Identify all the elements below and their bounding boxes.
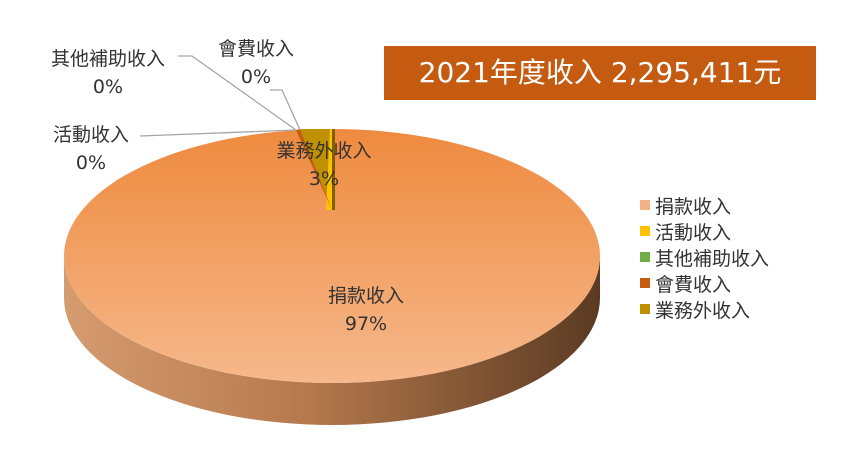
legend-swatch	[640, 278, 650, 288]
slice-捐款收入	[64, 129, 600, 383]
label-其他補助收入-value: 0%	[93, 76, 123, 98]
legend-item: 會費收入	[640, 270, 769, 296]
legend-label: 會費收入	[655, 273, 732, 296]
legend-item: 捐款收入	[640, 192, 769, 218]
label-活動收入-name: 活動收入	[53, 124, 129, 146]
leader-line-活動收入	[139, 129, 297, 137]
legend-item: 活動收入	[640, 218, 769, 244]
leader-line-會費收入	[270, 89, 301, 131]
legend-swatch	[640, 226, 650, 236]
legend-label: 捐款收入	[655, 195, 732, 218]
legend-swatch	[640, 200, 650, 210]
legend-item: 業務外收入	[640, 296, 769, 322]
label-捐款收入-value: 97%	[345, 313, 387, 335]
legend-swatch	[640, 252, 650, 262]
label-會費收入-name: 會費收入	[218, 38, 294, 60]
leader-line-其他補助收入	[178, 55, 297, 131]
legend-label: 其他補助收入	[655, 247, 770, 270]
slice-會費收入	[296, 129, 332, 210]
legend-label: 業務外收入	[655, 299, 751, 322]
label-會費收入-value: 0%	[241, 66, 271, 88]
label-業務外收入-name: 業務外收入	[276, 140, 371, 162]
label-活動收入-value: 0%	[76, 152, 106, 174]
legend-label: 活動收入	[655, 221, 732, 244]
slice-活動收入	[326, 129, 332, 210]
label-捐款收入-name: 捐款收入	[328, 285, 404, 307]
label-其他補助收入-name: 其他補助收入	[51, 48, 165, 70]
slice-業務外收入-side	[332, 129, 335, 210]
legend-swatch	[640, 304, 650, 314]
legend-item: 其他補助收入	[640, 244, 769, 270]
pie-side	[64, 256, 600, 425]
label-業務外收入-value: 3%	[309, 168, 339, 190]
chart-legend: 捐款收入 活動收入 其他補助收入 會費收入 業務外收入	[640, 192, 769, 322]
chart-title: 2021年度收入 2,295,411元	[384, 46, 816, 100]
